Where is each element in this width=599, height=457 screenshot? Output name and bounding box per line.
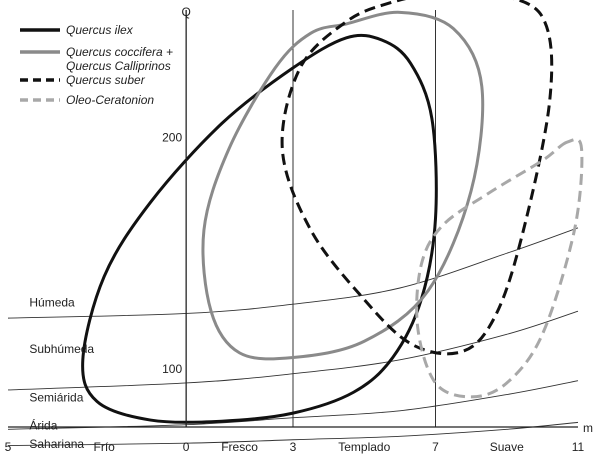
temperature-zone-label: Suave: [490, 440, 524, 454]
x-tick-label: 5: [5, 440, 12, 454]
y-tick-label: 100: [162, 362, 182, 376]
species-series: [81, 0, 584, 424]
bioclimate-boundaries: [7, 227, 579, 446]
bioclimate-zone-label: Árida: [29, 417, 57, 432]
x-tick-label: 7: [432, 440, 439, 454]
boundary-line: [7, 310, 579, 391]
series-line: [280, 0, 554, 356]
legend: Quercus ilex Quercus coccifera +Quercus C…: [20, 23, 173, 107]
axes: Q m: [8, 5, 593, 435]
tick-labels: 5 0 3 7 11 100 200: [5, 130, 585, 454]
bioclimate-zone-label: Húmeda: [29, 296, 75, 310]
bioclimate-zone-label: Sahariana: [29, 437, 84, 451]
series-line: [81, 33, 438, 424]
x-tick-label: 0: [183, 440, 190, 454]
temperature-zone-label: Fresco: [221, 440, 258, 454]
x-tick-label: 11: [572, 440, 585, 454]
temperature-zone-label: Templado: [338, 440, 390, 454]
bioclimate-zone-label: Subhúmeda: [29, 342, 94, 356]
x-tick-label: 3: [290, 440, 297, 454]
boundary-line: [7, 227, 579, 319]
series-line: [201, 10, 485, 361]
bioclimate-zone-label: Semiárida: [29, 391, 83, 405]
boundary-line: [7, 421, 579, 446]
legend-label: Quercus coccifera +: [66, 45, 173, 59]
series-line: [415, 137, 584, 399]
legend-label: Oleo-Ceratonion: [66, 93, 154, 107]
zone-labels: Frío Fresco Templado Suave Húmeda Subhúmeda Se…: [29, 296, 524, 454]
legend-label: Quercus ilex: [66, 23, 134, 37]
x-axis-label: m: [583, 421, 593, 435]
legend-label: Quercus suber: [66, 73, 146, 87]
grid-layer: [185, 10, 436, 427]
y-axis-label: Q: [181, 5, 190, 19]
legend-label: Quercus Calliprinos: [66, 59, 171, 73]
boundary-line: [7, 380, 579, 430]
y-tick-label: 200: [162, 130, 182, 144]
temperature-zone-label: Frío: [94, 440, 116, 454]
